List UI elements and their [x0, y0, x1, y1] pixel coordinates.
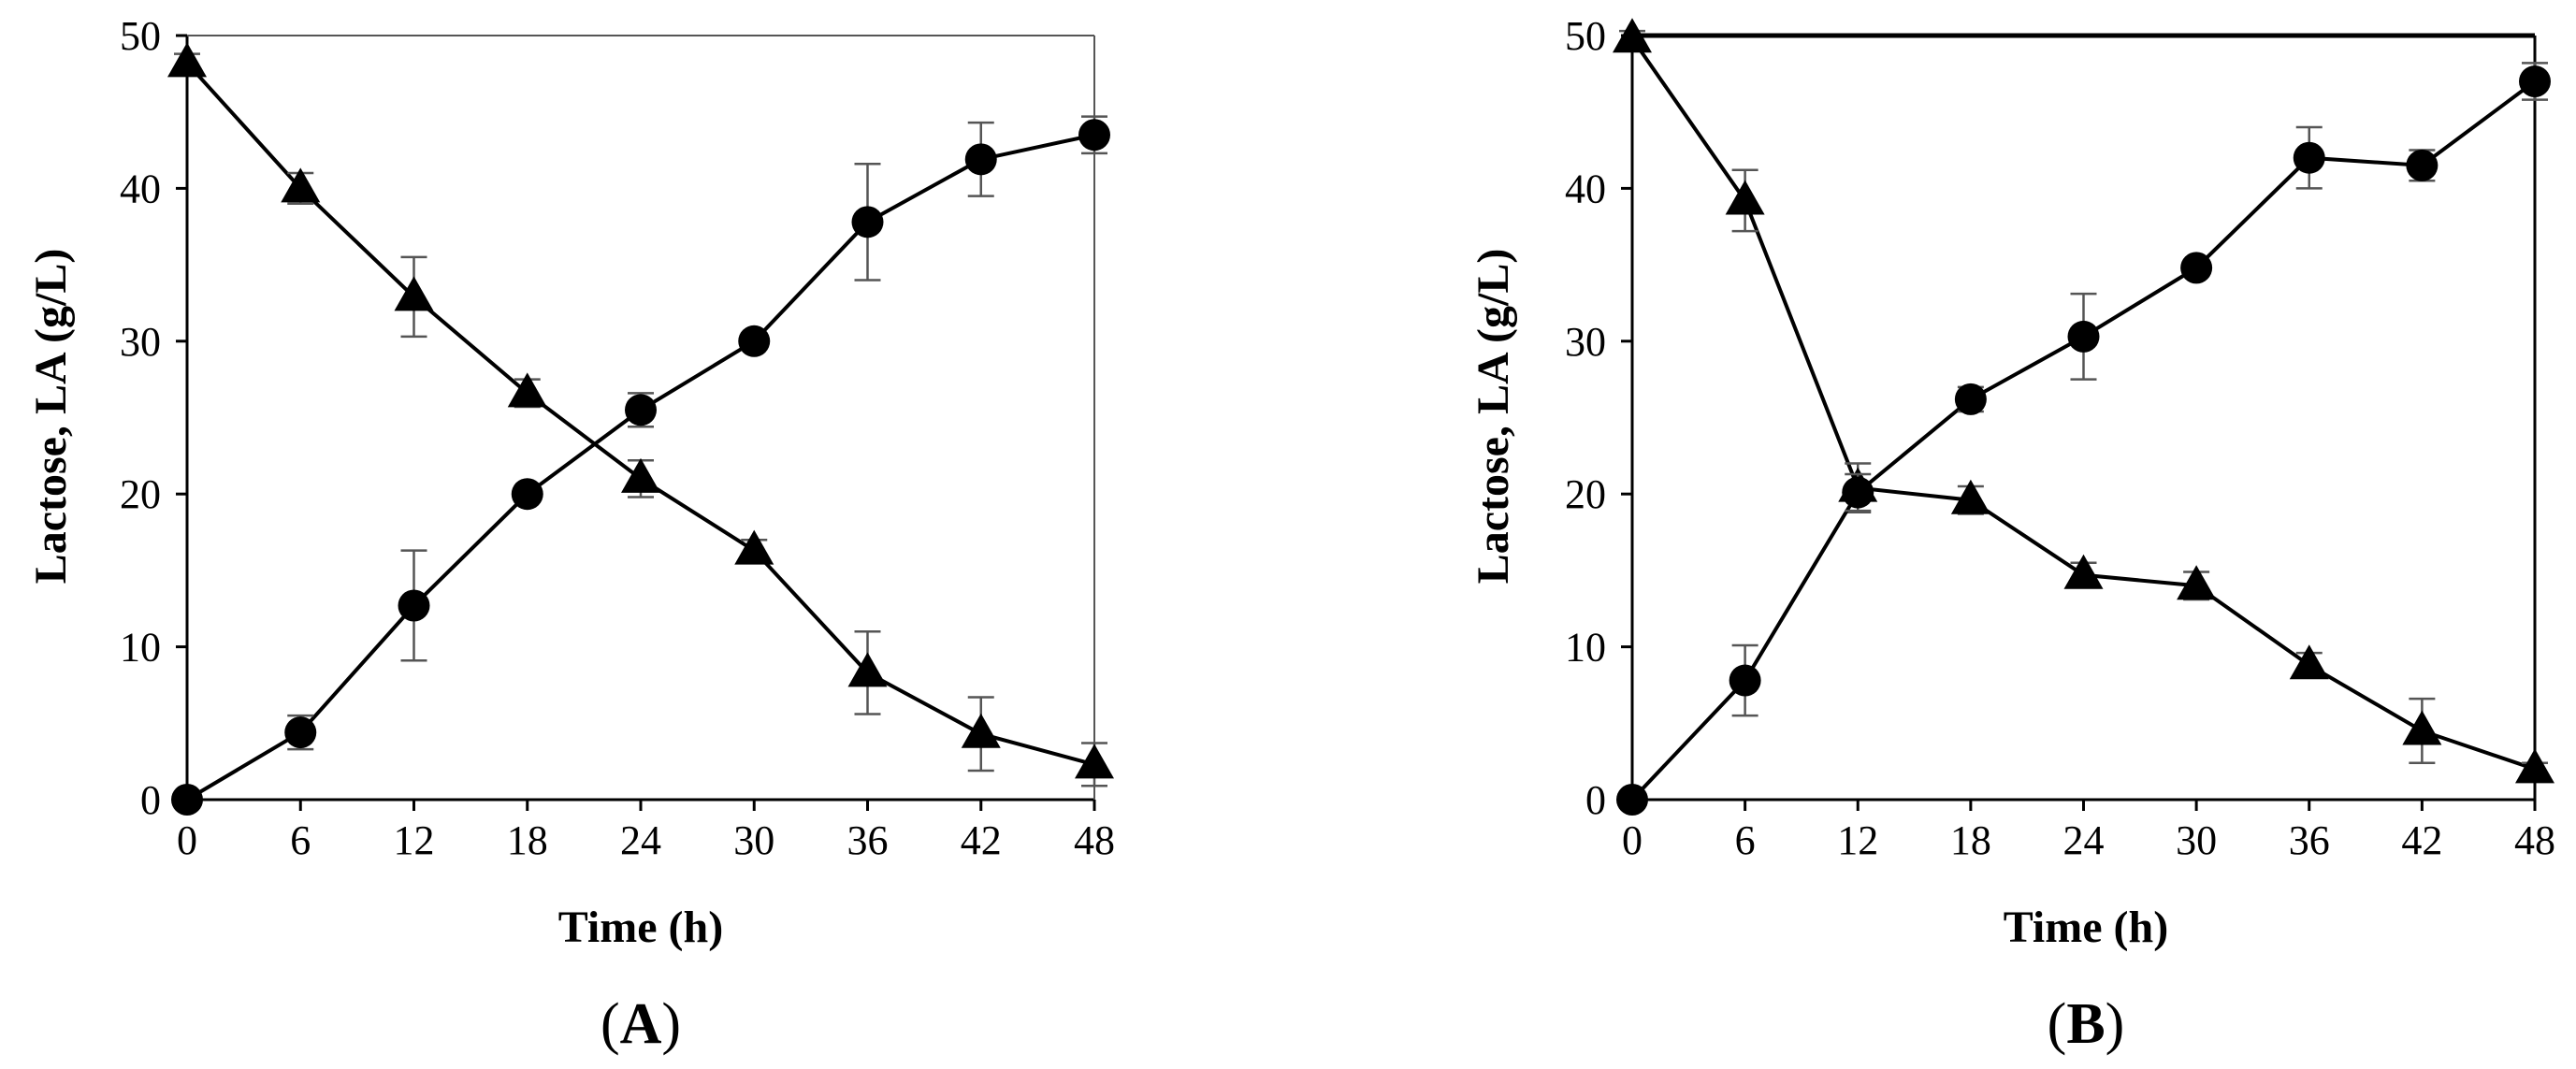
- x-tick-label: 42: [961, 817, 1002, 863]
- x-tick-label: 30: [2176, 817, 2217, 863]
- y-tick-label: 30: [1565, 319, 1606, 365]
- x-tick-label: 12: [1837, 817, 1878, 863]
- panel-letter: A: [620, 992, 662, 1056]
- series-line: [1630, 79, 2537, 802]
- data-point-triangle: [281, 167, 321, 203]
- x-axis-title: Time (h): [558, 903, 723, 952]
- data-point-triangle: [1075, 744, 1114, 779]
- x-tick-label: 24: [2063, 817, 2105, 863]
- panel-label: (A): [601, 992, 681, 1056]
- data-point-circle: [2180, 252, 2213, 284]
- x-tick-label: 24: [620, 817, 661, 863]
- x-tick-label: 36: [847, 817, 889, 863]
- data-point-triangle: [847, 652, 888, 687]
- series-circle: [1616, 62, 2551, 816]
- y-tick-label: 50: [120, 13, 161, 59]
- x-tick-label: 6: [290, 817, 311, 863]
- data-point-triangle: [394, 276, 434, 311]
- series-circle: [171, 115, 1110, 816]
- data-point-triangle: [2177, 565, 2217, 600]
- plot-frame: [185, 35, 1095, 802]
- data-point-triangle: [1613, 18, 1652, 53]
- y-tick-label: 10: [1565, 625, 1606, 671]
- y-axis-title: Lactose, LA (g/L): [1469, 249, 1518, 585]
- x-tick-label: 0: [1622, 817, 1643, 863]
- data-point-triangle: [1725, 180, 1765, 215]
- y-tick-label: 20: [120, 471, 161, 517]
- data-point-triangle: [167, 42, 207, 78]
- series-triangle: [167, 42, 1114, 787]
- data-point-circle: [964, 143, 997, 176]
- x-tick-label: 42: [2401, 817, 2442, 863]
- data-point-triangle: [507, 372, 547, 408]
- x-tick-label: 30: [733, 817, 774, 863]
- x-tick-label: 12: [394, 817, 435, 863]
- data-point-circle: [1078, 119, 1110, 152]
- panel-letter: B: [2066, 992, 2105, 1056]
- series-triangle: [1613, 18, 2554, 784]
- data-point-circle: [738, 325, 771, 357]
- data-point-circle: [2067, 320, 2100, 353]
- data-point-circle: [284, 716, 317, 749]
- data-point-circle: [625, 394, 657, 426]
- x-tick-label: 36: [2289, 817, 2330, 863]
- data-point-circle: [1842, 476, 1874, 509]
- x-tick-label: 0: [177, 817, 197, 863]
- y-tick-label: 0: [140, 777, 161, 823]
- y-tick-label: 0: [1585, 777, 1606, 823]
- x-tick-label: 18: [507, 817, 548, 863]
- data-point-triangle: [1950, 479, 1990, 514]
- data-point-triangle: [2402, 710, 2442, 745]
- data-point-circle: [851, 206, 884, 238]
- data-point-circle: [511, 478, 543, 511]
- x-tick-label: 6: [1735, 817, 1756, 863]
- data-point-circle: [1616, 784, 1648, 816]
- data-point-triangle: [2063, 554, 2104, 589]
- data-point-circle: [1954, 383, 1987, 415]
- data-point-circle: [171, 784, 203, 816]
- y-tick-label: 50: [1565, 13, 1606, 59]
- y-tick-label: 40: [120, 166, 161, 211]
- data-point-triangle: [961, 713, 1001, 748]
- data-point-circle: [2519, 65, 2551, 98]
- series-line: [1630, 37, 2536, 772]
- y-tick-label: 40: [1565, 166, 1606, 211]
- data-point-triangle: [2289, 644, 2329, 680]
- x-tick-label: 18: [1950, 817, 1991, 863]
- data-point-circle: [2406, 149, 2439, 181]
- y-tick-label: 10: [120, 625, 161, 671]
- panel-label: (B): [2048, 992, 2125, 1056]
- y-axis-title: Lactose, LA (g/L): [26, 249, 76, 585]
- plot-frame: [1630, 33, 2537, 802]
- y-tick-label: 20: [1565, 471, 1606, 517]
- data-point-circle: [2293, 141, 2325, 174]
- data-point-circle: [1729, 664, 1761, 697]
- x-tick-label: 48: [1074, 817, 1115, 863]
- data-point-circle: [398, 589, 430, 622]
- y-tick-label: 30: [120, 319, 161, 365]
- data-point-triangle: [621, 457, 660, 493]
- data-point-triangle: [734, 529, 774, 565]
- panel-a: Lactose, LA (g/L) Time (h) (A) 0 10 20 30 40…: [26, 13, 1115, 1056]
- data-point-triangle: [2515, 748, 2554, 784]
- panel-b: Lactose, LA (g/L) Time (h) (B) 0 10 20 30 40…: [1469, 13, 2555, 1056]
- x-tick-label: 48: [2514, 817, 2555, 863]
- x-axis-title: Time (h): [2004, 903, 2168, 952]
